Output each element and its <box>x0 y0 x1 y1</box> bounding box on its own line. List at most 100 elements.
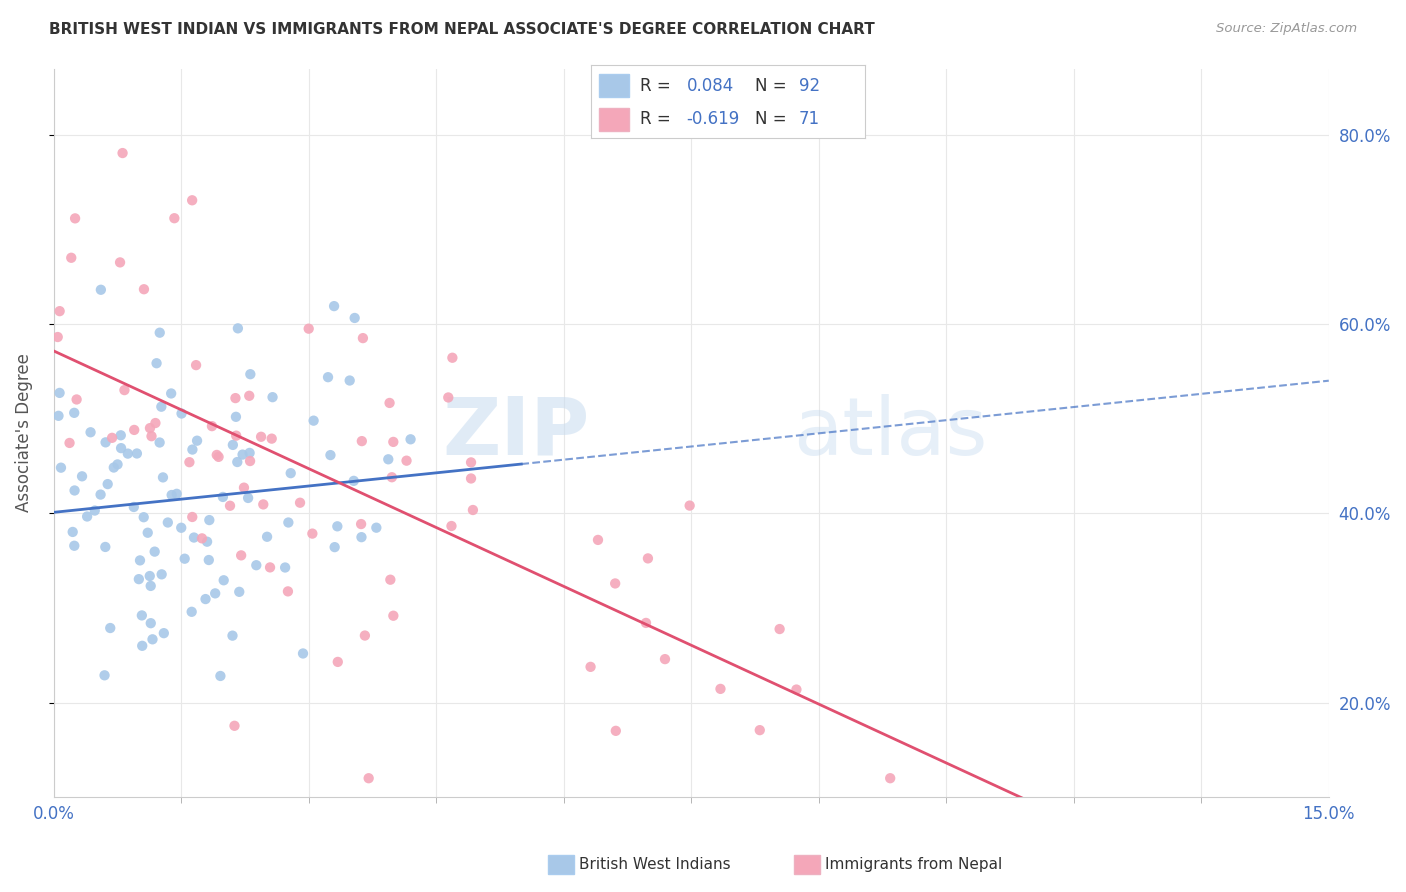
Point <box>141 429 163 443</box>
Point <box>239 454 262 468</box>
Point <box>238 389 260 403</box>
Point <box>437 391 460 405</box>
Point <box>378 396 401 410</box>
Point <box>399 432 422 446</box>
Point <box>145 416 167 430</box>
Point <box>280 466 302 480</box>
Text: N =: N = <box>755 111 792 128</box>
Point <box>357 771 380 785</box>
Point <box>785 682 807 697</box>
Point <box>132 282 155 296</box>
Point <box>277 584 299 599</box>
Point <box>232 448 254 462</box>
Point <box>319 448 342 462</box>
Point <box>150 567 173 582</box>
FancyBboxPatch shape <box>599 74 628 97</box>
Text: atlas: atlas <box>793 394 987 472</box>
Point <box>654 652 676 666</box>
Point <box>382 608 405 623</box>
Point <box>114 383 136 397</box>
Point <box>131 608 153 623</box>
Point <box>377 452 399 467</box>
Point <box>136 525 159 540</box>
Point <box>198 513 221 527</box>
Point <box>381 470 404 484</box>
Point <box>679 499 702 513</box>
Point <box>605 723 627 738</box>
Point <box>170 521 193 535</box>
Point <box>634 615 657 630</box>
Point <box>579 660 602 674</box>
Point <box>145 356 167 370</box>
Point <box>350 434 373 449</box>
Point <box>132 510 155 524</box>
Text: Immigrants from Nepal: Immigrants from Nepal <box>825 857 1002 871</box>
Point <box>163 211 186 226</box>
Point <box>207 450 229 464</box>
Point <box>239 368 262 382</box>
Point <box>48 409 70 423</box>
Point <box>195 534 218 549</box>
Point <box>94 540 117 554</box>
Point <box>879 771 901 785</box>
Point <box>122 500 145 514</box>
Point <box>90 283 112 297</box>
Point <box>354 628 377 642</box>
Point <box>236 491 259 505</box>
Point <box>117 447 139 461</box>
Point <box>231 549 253 563</box>
Point <box>48 385 70 400</box>
Text: 92: 92 <box>799 77 820 95</box>
Point <box>350 517 373 532</box>
Text: BRITISH WEST INDIAN VS IMMIGRANTS FROM NEPAL ASSOCIATE'S DEGREE CORRELATION CHAR: BRITISH WEST INDIAN VS IMMIGRANTS FROM N… <box>49 22 875 37</box>
Point <box>209 669 232 683</box>
Point <box>194 592 217 607</box>
Point <box>143 544 166 558</box>
Point <box>292 647 315 661</box>
Point <box>63 406 86 420</box>
Text: 0.084: 0.084 <box>686 77 734 95</box>
Point <box>160 488 183 502</box>
Point <box>323 540 346 554</box>
Point <box>94 435 117 450</box>
Point <box>326 519 349 533</box>
Point <box>245 558 267 573</box>
Text: N =: N = <box>755 77 792 95</box>
Point <box>339 374 361 388</box>
Point <box>326 655 349 669</box>
Point <box>441 351 464 365</box>
Point <box>70 469 93 483</box>
Point <box>226 321 249 335</box>
Point <box>129 553 152 567</box>
Text: British West Indians: British West Indians <box>579 857 731 871</box>
Point <box>98 621 121 635</box>
Point <box>110 441 132 455</box>
Point <box>101 431 124 445</box>
Point <box>233 481 256 495</box>
Point <box>343 310 366 325</box>
Point <box>212 574 235 588</box>
Point <box>224 719 246 733</box>
Point <box>395 453 418 467</box>
Point <box>111 146 134 161</box>
Point <box>252 497 274 511</box>
Point <box>221 629 243 643</box>
Point <box>343 474 366 488</box>
Point <box>191 532 214 546</box>
Point <box>277 516 299 530</box>
Point <box>139 579 162 593</box>
Point <box>181 194 204 208</box>
Point <box>122 423 145 437</box>
Point <box>350 530 373 544</box>
Point <box>181 510 204 524</box>
Point <box>201 419 224 434</box>
Point <box>141 632 163 647</box>
Point <box>259 560 281 574</box>
Point <box>173 551 195 566</box>
Point <box>49 460 72 475</box>
Point <box>224 391 246 405</box>
Point <box>128 572 150 586</box>
Point <box>222 438 245 452</box>
Point <box>709 681 731 696</box>
Point <box>97 477 120 491</box>
